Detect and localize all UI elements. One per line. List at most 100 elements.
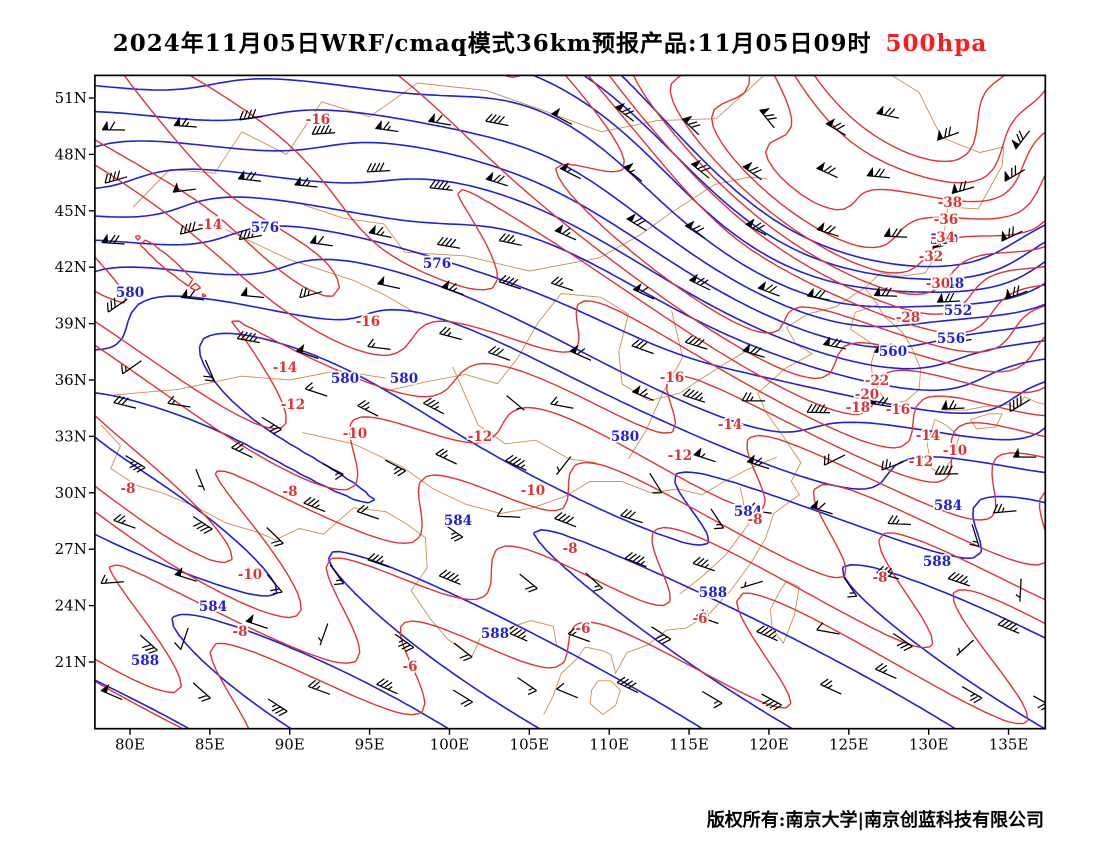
- boundary-line: [452, 366, 597, 464]
- contour-line--18: [94, 75, 1046, 415]
- contour-line--28: [632, 75, 1046, 296]
- copyright-text: 版权所有:南京大学|南京创蓝科技有限公司: [706, 810, 1044, 831]
- temp-contour-label: -14: [718, 417, 742, 433]
- contour-line--38: [813, 75, 1005, 163]
- boundary-line: [225, 229, 418, 315]
- chart-title-level: 500hpa: [885, 30, 988, 57]
- lat-axis-label: 24N: [55, 597, 87, 615]
- temp-contour-label: -16: [886, 402, 910, 418]
- contour-line--8: [94, 526, 1046, 694]
- height-contour-label: 588: [699, 585, 727, 601]
- lat-axis-label: 48N: [55, 145, 87, 163]
- temp-contour-label: -10: [238, 567, 262, 583]
- lon-axis-label: 90E: [275, 736, 305, 754]
- boundary-line: [764, 75, 1005, 251]
- lon-axis-label: 85E: [195, 736, 225, 754]
- temp-contour-label: -8: [121, 481, 136, 497]
- temp-contour-label: -30: [926, 276, 950, 292]
- contour-line--34: [764, 75, 1046, 211]
- lat-axis-label: 33N: [55, 427, 87, 445]
- temp-contour-label: -10: [521, 483, 545, 499]
- boundary-line: [589, 680, 621, 716]
- temp-contour-label: -6: [576, 621, 591, 637]
- temp-contour-label: -8: [233, 624, 248, 640]
- temp-contour-label: -12: [468, 429, 492, 445]
- wind-barbs: [100, 102, 1046, 717]
- height-contour-label: 580: [390, 371, 418, 387]
- temp-contour-label: -12: [281, 397, 305, 413]
- temp-contour-label: -14: [273, 360, 297, 376]
- height-contour-label: 588: [131, 653, 159, 669]
- height-contour-label: 588: [923, 554, 951, 570]
- contour-line--20: [397, 75, 1046, 380]
- contour-line--30: [669, 75, 1046, 274]
- temp-contour-label: -22: [865, 373, 889, 389]
- contour-line--6: [94, 589, 1046, 729]
- contour-line--12: [94, 344, 1046, 564]
- lon-axis-label: 115E: [669, 736, 709, 754]
- temp-contour-label: -16: [306, 112, 330, 128]
- temp-contour-label: -36: [934, 212, 958, 228]
- lat-axis-label: 45N: [55, 202, 87, 220]
- lat-axis-label: 51N: [55, 89, 87, 107]
- height-contour-label: 584: [444, 513, 472, 529]
- height-contour-label: 552: [944, 303, 972, 319]
- boundary-line: [385, 293, 746, 402]
- temp-contour-label: -6: [693, 611, 708, 627]
- height-contour-label: 584: [934, 498, 962, 514]
- contour-line--14: [94, 234, 1046, 483]
- contour-line-548: [533, 75, 1046, 293]
- axis-labels-and-ticks: 51N 48N 45N 42N 39N 36N 33N 30N 27N 24N 21N 80E 85E 9…: [55, 89, 1029, 754]
- temp-contour-label: -16: [660, 370, 684, 386]
- temp-contour-label: -8: [748, 512, 763, 528]
- lon-axis-label: 80E: [115, 736, 145, 754]
- lon-axis-label: 135E: [989, 736, 1029, 754]
- temp-contour-label: -8: [873, 570, 888, 586]
- contour-line--24: [587, 75, 1046, 334]
- temp-contour-label: -12: [668, 448, 692, 464]
- temperature-contours: [94, 75, 1046, 729]
- lon-axis-label: 105E: [510, 736, 550, 754]
- height-contour-label: 540: [930, 232, 958, 248]
- contour-line--16: [94, 164, 1046, 449]
- height-contour-label: 580: [611, 429, 639, 445]
- contour-line-556: [94, 109, 1046, 328]
- temp-contour-label: -32: [919, 249, 943, 265]
- height-contour-label: 584: [199, 599, 227, 615]
- temp-contour-label: -14: [916, 428, 940, 444]
- boundary-line: [770, 580, 800, 645]
- lat-axis-label: 39N: [55, 315, 87, 333]
- temp-contour-label: -6: [403, 659, 418, 675]
- lon-axis-label: 110E: [589, 736, 629, 754]
- temp-contour-label: -10: [943, 443, 967, 459]
- lat-axis-label: 27N: [55, 540, 87, 558]
- chart-title-text: 2024年11月05日WRF/cmaq模式36km预报产品:11月05日09时: [112, 30, 872, 57]
- temp-contour-label: -38: [938, 195, 962, 211]
- boundary-line: [100, 424, 557, 658]
- wind-barb-flags: [100, 102, 1020, 694]
- contour-line-564: [94, 168, 1046, 370]
- height-contour-label: 576: [251, 220, 279, 236]
- height-contours: [94, 75, 1046, 729]
- contour-line--10: [94, 461, 1046, 619]
- contour-line--32: [710, 75, 1046, 249]
- map-frame: [94, 74, 1047, 730]
- chart-title: 2024年11月05日WRF/cmaq模式36km预报产品:11月05日09时 5…: [0, 24, 1100, 58]
- temp-contour-label: -18: [846, 400, 870, 416]
- temp-contour-label: -12: [909, 454, 933, 470]
- height-contour-label: 580: [116, 285, 144, 301]
- height-contour-label: 556: [937, 331, 965, 347]
- lat-axis-label: 36N: [55, 371, 87, 389]
- wind-barb-strokes: [100, 106, 1046, 717]
- height-contour-label: 584: [734, 504, 762, 520]
- lon-axis-label: 100E: [430, 736, 470, 754]
- boundary-line: [679, 487, 749, 595]
- height-contour-label: 580: [331, 371, 359, 387]
- height-contour-labels: 576 576 580 580 580 580 584 584 584 584 588 588 588 5…: [114, 218, 974, 671]
- temp-contour-label: -8: [283, 484, 298, 500]
- boundary-line: [628, 310, 684, 460]
- contour-line--36: [793, 75, 1046, 184]
- temp-contour-label: -14: [198, 217, 222, 233]
- lon-axis-label: 95E: [355, 736, 385, 754]
